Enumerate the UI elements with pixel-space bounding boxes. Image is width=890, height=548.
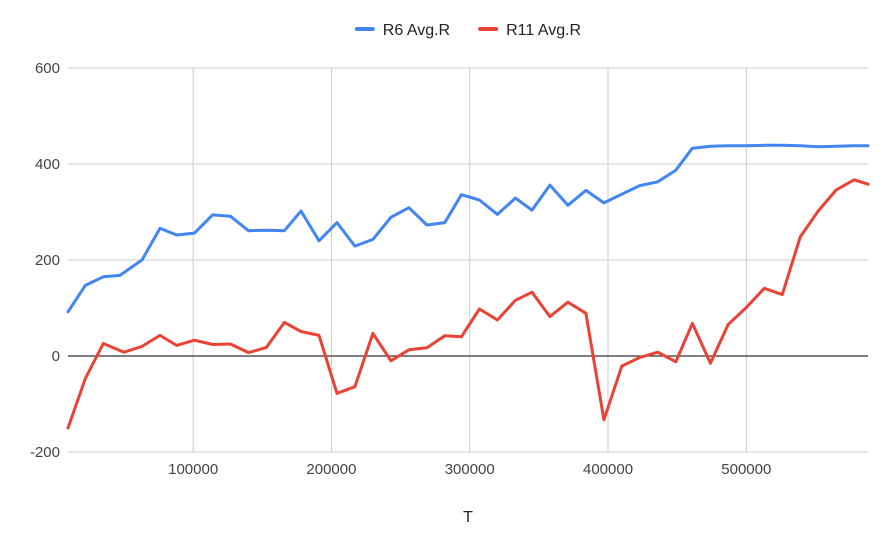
y-tick-label: 400 [35,156,60,173]
x-axis-title: T [463,509,473,526]
legend-swatch [354,27,375,31]
x-tick-label: 100000 [168,461,218,478]
gridlines [68,67,868,453]
legend-item[interactable]: R6 Avg.R [354,22,450,39]
series-line[interactable] [66,178,870,430]
y-tick-label: 200 [35,252,60,269]
series-line[interactable] [66,143,870,314]
x-tick-label: 400000 [583,461,633,478]
y-tick-label: -200 [30,444,60,461]
x-tick-label: 300000 [445,461,495,478]
legend-item[interactable]: R11 Avg.R [478,22,581,39]
legend[interactable]: R6 Avg.R R11 Avg.R [354,22,581,39]
y-axis-ticks: -200 0 200 400 600 [30,60,60,461]
legend-label: R11 Avg.R [506,22,581,39]
x-tick-label: 200000 [306,461,356,478]
y-tick-label: 0 [52,348,60,365]
y-tick-label: 600 [35,60,60,77]
x-axis-ticks: 100000 200000 300000 400000 500000 [168,461,771,478]
series-layer [66,143,870,430]
legend-label: R6 Avg.R [383,22,450,39]
legend-swatch [478,27,499,31]
x-tick-label: 500000 [721,461,771,478]
